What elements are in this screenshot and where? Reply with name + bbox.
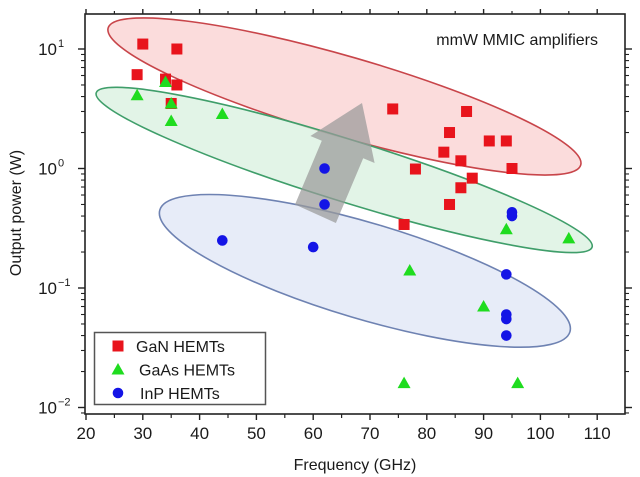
data-point	[171, 43, 183, 55]
trend-arrow-layer	[295, 103, 375, 223]
data-point	[159, 75, 173, 87]
data-point	[501, 313, 512, 325]
x-tick-label: 30	[133, 424, 152, 443]
y-tick-base: 10	[38, 399, 57, 418]
data-point	[444, 198, 456, 210]
y-tick-base: 10	[38, 279, 57, 298]
x-tick-label: 40	[190, 424, 209, 443]
x-tick-label: 60	[304, 424, 323, 443]
data-point	[501, 330, 512, 341]
data-point	[131, 69, 143, 81]
x-tick-label: 90	[474, 424, 493, 443]
legend: GaN HEMTs GaAs HEMTs InP HEMTs	[93, 331, 267, 406]
y-tick-exponent: −1	[58, 277, 71, 289]
y-tick-label: 10	[38, 279, 57, 298]
x-tick-label: 80	[417, 424, 436, 443]
data-point	[500, 135, 512, 147]
legend-marker-gan	[112, 340, 124, 352]
x-tick-label: 20	[77, 424, 96, 443]
legend-marker-gaas	[111, 363, 125, 375]
y-tick-exponent: −2	[58, 397, 71, 409]
legend-label: GaN HEMTs	[136, 339, 225, 356]
data-point	[438, 146, 450, 158]
series-inp	[217, 163, 518, 341]
x-axis-title: Frequency (GHz)	[294, 457, 417, 474]
data-point	[466, 172, 478, 184]
x-tick-label: 110	[584, 424, 611, 443]
data-point	[501, 269, 512, 280]
data-point	[511, 376, 525, 389]
chart-annotation: mmW MMIC amplifiers	[436, 32, 598, 49]
plot-frame	[84, 13, 626, 415]
data-point	[506, 163, 518, 174]
data-point	[483, 135, 495, 147]
data-point	[397, 376, 411, 389]
data-point	[403, 264, 417, 276]
legend-label: InP HEMTs	[140, 386, 220, 403]
trend-arrow	[295, 103, 375, 223]
data-point	[137, 38, 149, 50]
data-point	[477, 300, 491, 312]
data-point	[444, 127, 456, 139]
data-point	[398, 218, 410, 230]
data-point	[506, 210, 518, 222]
y-tick-label: 10	[38, 40, 57, 59]
y-tick-base: 10	[38, 160, 57, 179]
data-point	[130, 88, 144, 101]
legend-label: GaAs HEMTs	[139, 363, 235, 380]
y-tick-base: 10	[38, 40, 57, 59]
legend-marker-inp	[112, 387, 124, 399]
data-point	[319, 163, 330, 174]
x-tick-label: 100	[526, 424, 554, 443]
data-point	[387, 103, 399, 115]
data-point	[164, 96, 178, 109]
data-point	[215, 107, 229, 119]
data-point	[461, 105, 473, 117]
data-point	[171, 79, 183, 91]
data-point	[562, 231, 576, 244]
data-point	[319, 199, 330, 210]
points-layer	[130, 38, 576, 389]
x-tick-label: 70	[361, 424, 380, 443]
region-ellipse-inp	[158, 193, 572, 349]
series-gaas	[130, 75, 576, 389]
data-point	[164, 114, 178, 126]
y-tick-label: 10	[38, 399, 57, 418]
y-tick-exponent: 0	[58, 158, 64, 170]
y-axis-title: Output power (W)	[8, 150, 25, 276]
x-tick-label: 50	[247, 424, 266, 443]
data-point	[409, 163, 421, 175]
data-point	[499, 222, 513, 235]
data-point	[455, 182, 467, 194]
data-point	[307, 241, 319, 253]
data-point	[217, 235, 228, 246]
y-tick-label: 10	[38, 160, 57, 179]
y-tick-exponent: 1	[58, 38, 64, 50]
data-point	[455, 155, 467, 167]
